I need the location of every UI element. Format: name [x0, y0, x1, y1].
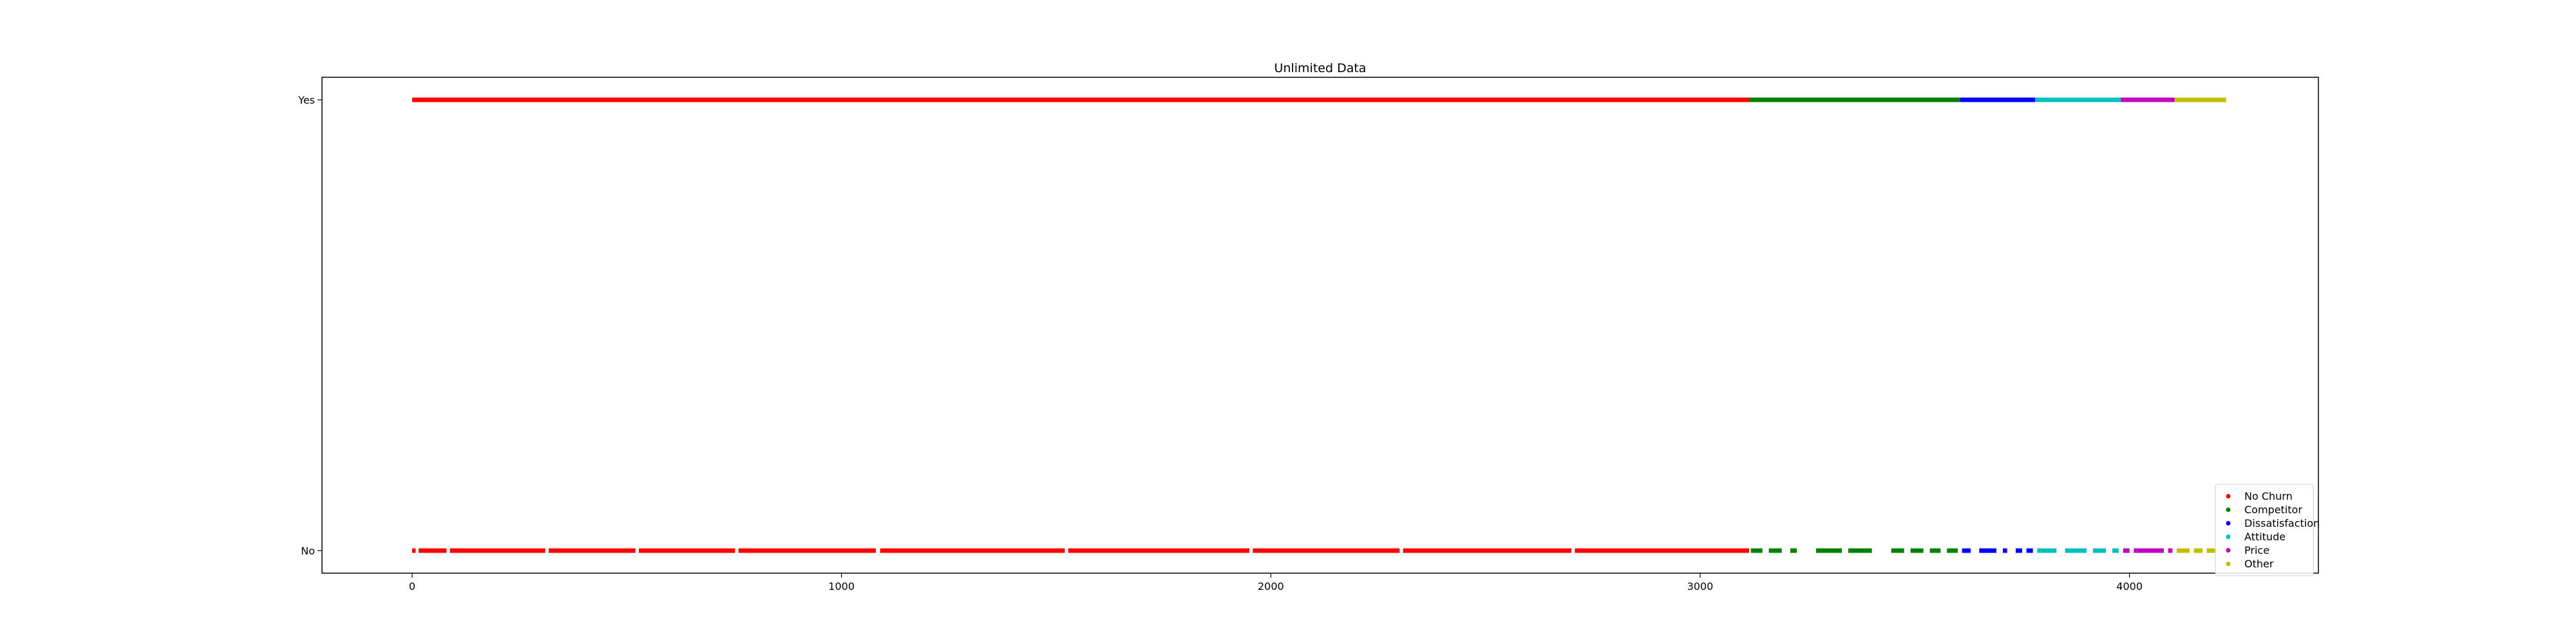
point-segment-no — [880, 548, 1065, 553]
point-segment-no — [1891, 548, 1904, 553]
series-competitor — [1749, 97, 1960, 553]
point-segment-no — [1790, 548, 1797, 553]
point-segment-no — [412, 548, 416, 553]
point-segment-no — [2016, 548, 2022, 553]
series-price — [2121, 97, 2175, 553]
axes: 0 1000 2000 3000 4000 No Yes — [298, 94, 2143, 592]
point-segment-no — [1768, 548, 1782, 553]
point-segment-yes — [1749, 97, 1960, 102]
x-tick-label: 3000 — [1687, 580, 1714, 592]
point-segment-no — [2168, 548, 2173, 553]
point-segment-no — [1962, 548, 1971, 553]
y-tick-label: Yes — [298, 94, 315, 106]
point-segment-no — [639, 548, 735, 553]
point-segment-no — [1816, 548, 1842, 553]
legend-label: Dissatisfaction — [2244, 517, 2320, 529]
point-segment-yes — [1960, 97, 2035, 102]
point-segment-no — [2134, 548, 2164, 553]
point-segment-no — [1910, 548, 1924, 553]
x-tick-label: 2000 — [1258, 580, 1284, 592]
point-segment-no — [549, 548, 636, 553]
point-segment-no — [419, 548, 447, 553]
point-segment-no — [1750, 548, 1763, 553]
point-segment-no — [1848, 548, 1872, 553]
y-tick-label: No — [301, 545, 315, 557]
point-segment-yes — [2121, 97, 2175, 102]
point-segment-no — [2093, 548, 2106, 553]
point-segment-yes — [2035, 97, 2121, 102]
point-segment-no — [2026, 548, 2033, 553]
point-segment-no — [1403, 548, 1571, 553]
point-segment-yes — [2174, 97, 2226, 102]
legend-marker — [2226, 535, 2231, 539]
point-segment-yes — [412, 97, 1749, 102]
legend-label: Price — [2244, 544, 2269, 556]
legend-label: No Churn — [2244, 490, 2293, 502]
point-segment-no — [1068, 548, 1249, 553]
legend-marker — [2226, 562, 2231, 566]
legend-marker — [2226, 548, 2231, 553]
series-other — [2174, 97, 2226, 553]
legend-marker — [2226, 507, 2231, 512]
point-segment-no — [2193, 548, 2202, 553]
legend-label: Competitor — [2244, 504, 2302, 516]
point-segment-no — [1947, 548, 1958, 553]
point-segment-no — [1929, 548, 1941, 553]
point-segment-no — [1979, 548, 1996, 553]
point-segment-no — [738, 548, 876, 553]
point-segment-no — [1253, 548, 1400, 553]
legend-box — [2215, 484, 2314, 576]
legend-marker — [2226, 494, 2231, 498]
x-tick-label: 4000 — [2116, 580, 2143, 592]
series-no-churn — [412, 97, 1749, 553]
point-segment-no — [1575, 548, 1749, 553]
series-attitude — [2035, 97, 2121, 553]
x-tick-label: 0 — [409, 580, 415, 592]
chart-title: Unlimited Data — [1274, 61, 1367, 75]
point-segment-no — [2065, 548, 2087, 553]
point-segment-no — [2206, 548, 2215, 553]
point-segment-no — [2177, 548, 2190, 553]
point-segment-no — [450, 548, 545, 553]
point-segment-no — [2037, 548, 2057, 553]
legend-marker — [2226, 521, 2231, 526]
legend-label: Other — [2244, 558, 2274, 570]
legend-label: Attitude — [2244, 531, 2286, 543]
plot-marks — [412, 97, 2226, 553]
series-dissatisfaction — [1960, 97, 2035, 553]
x-tick-label: 1000 — [828, 580, 855, 592]
plot-frame — [321, 77, 2319, 574]
point-segment-no — [2123, 548, 2130, 553]
point-segment-no — [2003, 548, 2007, 553]
point-segment-no — [2112, 548, 2119, 553]
